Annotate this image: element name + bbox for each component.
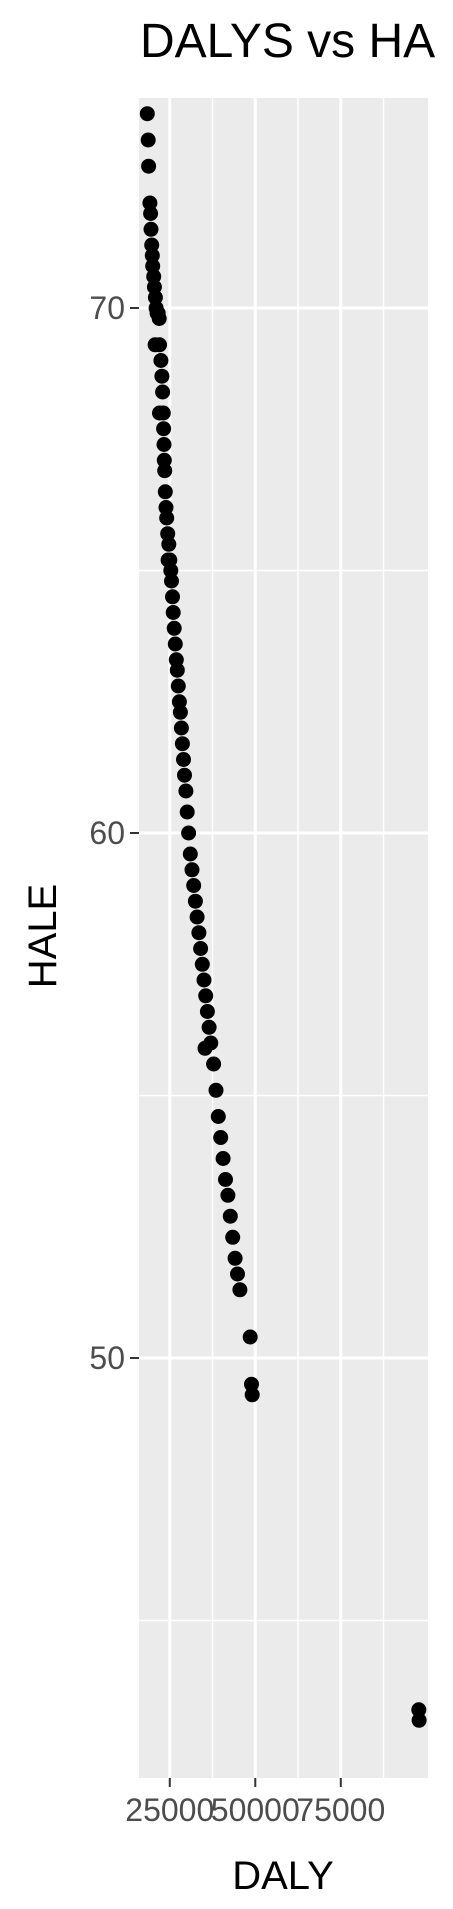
data-point: [176, 752, 191, 767]
data-point: [178, 783, 194, 799]
data-point: [164, 573, 179, 589]
data-point: [196, 972, 212, 988]
data-points: [139, 106, 427, 1728]
x-tick-label: 50000: [211, 1792, 300, 1828]
data-point: [169, 662, 185, 678]
data-point: [199, 1004, 215, 1019]
data-point: [201, 1019, 217, 1035]
data-point: [218, 1172, 233, 1187]
data-point: [143, 221, 159, 237]
data-point: [165, 589, 180, 605]
data-point: [159, 510, 175, 526]
data-point: [143, 206, 159, 221]
y-axis-title: HALE: [21, 884, 65, 989]
data-point: [191, 925, 207, 941]
data-point: [141, 158, 157, 174]
data-point: [155, 405, 171, 421]
data-point: [156, 421, 172, 437]
data-point: [156, 437, 172, 452]
data-point: [187, 893, 203, 909]
data-point: [227, 1250, 243, 1266]
data-point: [184, 862, 200, 878]
data-point: [206, 1056, 222, 1072]
data-point: [182, 846, 198, 862]
data-point: [244, 1387, 260, 1403]
data-point: [170, 678, 186, 694]
data-point: [189, 909, 205, 925]
data-point: [152, 337, 167, 353]
data-point: [174, 736, 190, 752]
data-point: [177, 767, 192, 783]
data-point: [242, 1329, 258, 1345]
chart-title: DALYS vs HA: [140, 15, 436, 68]
data-point: [198, 988, 214, 1004]
data-point: [194, 956, 210, 972]
data-point: [161, 536, 177, 552]
y-tick-label: 50: [89, 1340, 125, 1376]
data-point: [165, 605, 181, 620]
data-point: [225, 1229, 241, 1245]
data-point: [193, 941, 209, 956]
plot-panel: [139, 98, 428, 1778]
data-point: [220, 1187, 236, 1203]
data-point: [166, 620, 182, 636]
data-point: [411, 1702, 427, 1718]
data-point: [173, 720, 189, 736]
data-point: [157, 484, 173, 500]
data-point: [144, 248, 160, 263]
data-point: [197, 1040, 213, 1056]
x-tick-label: 75000: [296, 1792, 385, 1828]
data-point: [154, 368, 170, 384]
data-point: [232, 1282, 248, 1298]
data-point: [222, 1208, 238, 1224]
data-point: [167, 636, 183, 652]
y-tick-label: 70: [89, 290, 125, 326]
data-point: [172, 704, 188, 720]
data-point: [208, 1082, 224, 1098]
data-point: [179, 804, 195, 820]
x-axis-title: DALY: [232, 1854, 334, 1898]
data-point: [186, 878, 202, 893]
data-point: [411, 1712, 427, 1728]
data-point: [151, 311, 167, 326]
data-point: [215, 1151, 231, 1166]
data-point: [140, 132, 156, 148]
data-point: [155, 384, 171, 400]
major-gridlines: [139, 98, 428, 1778]
data-point: [230, 1266, 245, 1282]
data-point: [181, 825, 197, 841]
data-point: [157, 463, 173, 479]
y-tick-label: 60: [89, 815, 125, 851]
data-point: [153, 353, 169, 368]
x-tick-label: 25000: [125, 1792, 214, 1828]
data-point: [213, 1130, 229, 1145]
y-axis-ticks: 50 60 70: [89, 290, 139, 1376]
data-point: [210, 1109, 226, 1124]
minor-gridlines: [139, 98, 428, 1778]
data-point: [139, 106, 155, 122]
